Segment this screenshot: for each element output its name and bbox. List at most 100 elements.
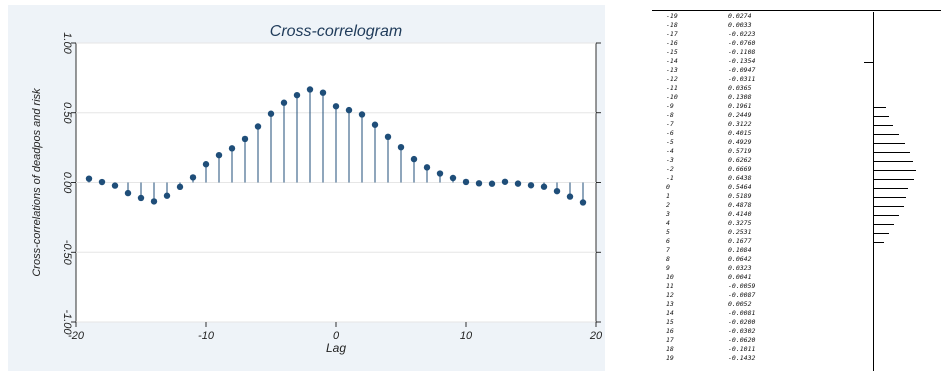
table-value: 0.1677	[728, 237, 752, 245]
table-row: 11 -0.0059	[652, 282, 941, 291]
table-lag: -16	[666, 39, 678, 47]
table-row: 13 0.0052	[652, 300, 941, 309]
table-value: -0.1432	[728, 354, 756, 362]
table-value: -0.0620	[728, 336, 756, 344]
table-lag: -3	[666, 156, 674, 164]
x-tick-label: -10	[198, 330, 215, 342]
data-point	[540, 183, 548, 190]
table-row: 5 0.2531	[652, 228, 941, 237]
data-point	[280, 99, 288, 106]
table-lag: 11	[666, 282, 674, 290]
table-lag: 7	[666, 246, 670, 254]
data-point	[150, 198, 158, 205]
table-row: 17 -0.0620	[652, 336, 941, 345]
table-value: 0.6669	[728, 165, 752, 173]
table-row: 14 -0.0081	[652, 309, 941, 318]
text-bar	[873, 187, 908, 189]
table-lag: 2	[666, 201, 670, 209]
table-value: 0.0041	[728, 273, 752, 281]
table-value: 0.1308	[728, 93, 752, 101]
table-row: 18 -0.1011	[652, 345, 941, 354]
data-point	[241, 135, 249, 143]
table-lag: 15	[666, 318, 674, 326]
text-bar	[873, 223, 894, 225]
table-lag: -12	[666, 75, 678, 83]
table-value: 0.4929	[728, 138, 752, 146]
y-tick-label-left: -1.00	[61, 309, 73, 335]
table-row: 8 0.0642	[652, 255, 941, 264]
table-value: -0.0302	[728, 327, 756, 335]
data-point	[267, 110, 275, 117]
text-bar	[873, 232, 890, 234]
table-value: -0.0311	[728, 75, 756, 83]
data-point	[254, 123, 262, 130]
data-point	[85, 175, 93, 182]
table-top-rule	[652, 10, 941, 11]
table-lag: -8	[666, 111, 674, 119]
table-lag: -19	[666, 12, 678, 20]
cross-correlogram-chart: Cross-correlogram-1.00-1.00-0.50-0.500.0…	[8, 5, 605, 371]
table-row: 7 0.1084	[652, 246, 941, 255]
table-value: 0.5189	[728, 192, 752, 200]
table-lag: -13	[666, 66, 678, 74]
table-row: -11 0.0365	[652, 84, 941, 93]
table-value: 0.0642	[728, 255, 752, 263]
table-lag: -2	[666, 165, 674, 173]
x-tick-label: 10	[460, 330, 473, 342]
table-value: 0.5464	[728, 183, 752, 191]
data-point	[397, 143, 405, 151]
data-point	[410, 155, 418, 163]
text-bar	[873, 124, 893, 126]
table-value: -0.0200	[728, 318, 756, 326]
table-lag: -4	[666, 147, 674, 155]
table-value: -0.0760	[728, 39, 756, 47]
table-lag: 19	[666, 354, 674, 362]
table-row: -8 0.2449	[652, 111, 941, 120]
text-bar	[873, 178, 915, 180]
data-point	[358, 111, 366, 118]
text-bar	[873, 106, 886, 108]
data-point	[332, 103, 340, 110]
table-value: 0.1084	[728, 246, 752, 254]
table-row: 3 0.4140	[652, 210, 941, 219]
table-value: 0.3275	[728, 219, 752, 227]
data-point	[527, 182, 535, 189]
table-value: 0.0323	[728, 264, 752, 272]
table-row: -14 -0.1354	[652, 57, 941, 66]
table-row: 4 0.3275	[652, 219, 941, 228]
table-row: -5 0.4929	[652, 138, 941, 147]
table-lag: 0	[666, 183, 670, 191]
table-lag: -1	[666, 174, 674, 182]
table-row: -2 0.6669	[652, 165, 941, 174]
table-value: 0.6438	[728, 174, 752, 182]
data-point	[371, 121, 379, 128]
table-row: -19 0.0274	[652, 12, 941, 21]
table-lag: -15	[666, 48, 678, 56]
table-lag: 13	[666, 300, 674, 308]
table-lag: 3	[666, 210, 670, 218]
table-value: 0.4878	[728, 201, 752, 209]
data-point	[345, 106, 353, 114]
data-point	[189, 174, 197, 181]
table-row: 2 0.4878	[652, 201, 941, 210]
table-lag: 6	[666, 237, 670, 245]
table-value: -0.1354	[728, 57, 756, 65]
table-value: -0.0081	[728, 309, 756, 317]
table-value: -0.0223	[728, 30, 756, 38]
table-lag: 14	[666, 309, 674, 317]
table-value: 0.4015	[728, 129, 752, 137]
table-row: 6 0.1677	[652, 237, 941, 246]
data-point	[488, 180, 496, 187]
table-row: -1 0.6438	[652, 174, 941, 183]
data-point	[462, 178, 470, 186]
table-row: 10 0.0041	[652, 273, 941, 282]
table-lag: -6	[666, 129, 674, 137]
data-point	[202, 161, 210, 168]
data-point	[306, 86, 314, 93]
data-point	[215, 151, 223, 159]
table-row: -16 -0.0760	[652, 39, 941, 48]
data-point	[124, 189, 132, 197]
table-row: -13 -0.0947	[652, 66, 941, 75]
correlation-table: -19 0.0274 -18 0.0033 -17 -0.0223 -16 -0.0760 -1…	[652, 0, 941, 371]
data-point	[137, 194, 145, 202]
